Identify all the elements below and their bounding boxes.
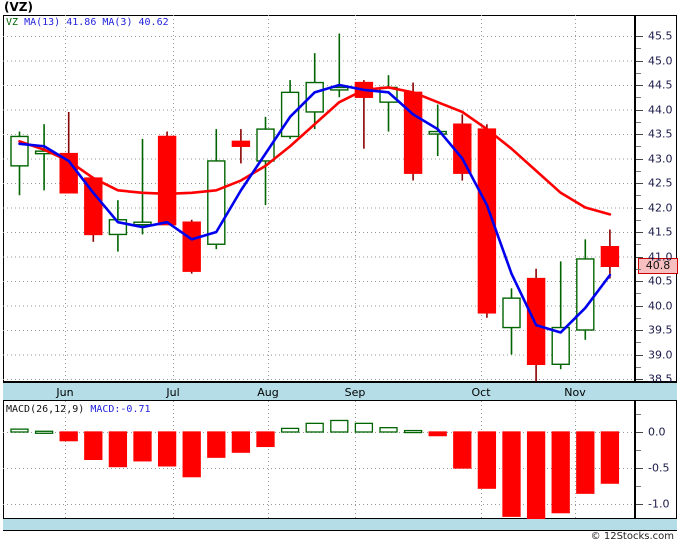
y-axis-label: 44.5: [648, 78, 673, 92]
y-axis-minor-tick: [636, 195, 641, 197]
y-axis-minor-tick: [636, 72, 641, 74]
y-axis-tick: [636, 232, 643, 233]
month-label: Sep: [344, 386, 366, 399]
y-axis-minor-tick: [636, 293, 641, 295]
macd-y-axis: 0.0 -0.5 -1.0: [634, 401, 677, 519]
macd-histogram-svg: [3, 401, 634, 519]
y-axis-label: 42.5: [648, 176, 673, 190]
y-axis-label: 39.5: [648, 323, 673, 337]
y-axis-minor-tick: [636, 244, 641, 246]
legend-symbol: VZ: [6, 17, 19, 28]
y-axis-label: 45.0: [648, 54, 673, 67]
macd-axis-label: 0.0: [648, 425, 666, 439]
month-label: Oct: [471, 386, 491, 399]
macd-axis-label: -1.0: [648, 497, 670, 511]
price-legend: VZ MA(13) 41.86 MA(3) 40.62: [6, 17, 169, 28]
y-axis-tick: [636, 305, 643, 307]
y-axis-tick: [636, 330, 643, 331]
legend-ma13-value: 41.86: [66, 17, 97, 28]
y-axis-label: 40.0: [648, 299, 673, 312]
month-label: Nov: [564, 386, 586, 399]
y-axis-label: 41.0: [648, 250, 673, 263]
current-price-marker: 40.8: [638, 258, 678, 275]
y-axis-minor-tick: [636, 317, 641, 319]
macd-axis-minor-tick: [636, 414, 641, 415]
y-axis-label: 44.0: [648, 103, 673, 116]
macd-axis-tick: [636, 468, 643, 469]
y-axis-minor-tick: [636, 97, 641, 99]
legend-ma13-label: MA(13): [24, 17, 61, 28]
y-axis-tick: [636, 109, 643, 111]
y-axis-tick: [636, 207, 643, 209]
legend-ma3-label: MA(3): [102, 17, 133, 28]
macd-axis-tick: [636, 432, 643, 433]
y-axis-minor-tick: [636, 170, 641, 172]
macd-legend: MACD(26,12,9) MACD:-0.71: [6, 404, 151, 415]
price-candlestick-svg: [3, 15, 634, 382]
y-axis-label: 43.0: [648, 152, 673, 165]
macd-axis-minor-tick: [636, 486, 641, 487]
macd-axis-tick: [636, 504, 643, 505]
y-axis-label: 41.5: [648, 225, 673, 239]
y-axis-tick: [636, 158, 643, 160]
y-axis-minor-tick: [636, 121, 641, 123]
y-axis-tick: [636, 60, 643, 62]
macd-axis-label: -0.5: [648, 461, 670, 475]
month-label: Aug: [257, 386, 279, 399]
y-axis-tick: [636, 354, 643, 356]
price-y-axis: 40.8 45.5 45.0 44.5 44.0 43.5 43.0 42.5 42.0 41.…: [634, 15, 678, 386]
y-axis-minor-tick: [636, 219, 641, 221]
legend-ma3-value: 40.62: [138, 17, 169, 28]
y-axis-minor-tick: [636, 48, 641, 50]
y-axis-tick: [636, 379, 643, 380]
macd-axis-minor-tick: [636, 450, 641, 451]
y-axis-label: 42.0: [648, 201, 673, 214]
y-axis-minor-tick: [636, 268, 641, 270]
page-title: (VZ): [4, 0, 33, 14]
price-plot-area: [3, 15, 634, 382]
y-axis-tick: [636, 256, 643, 258]
y-axis-tick: [636, 183, 643, 184]
y-axis-label: 40.5: [648, 274, 673, 288]
copyright-credit: © 12Stocks.com: [590, 531, 674, 542]
y-axis-label: 43.5: [648, 127, 673, 141]
y-axis-minor-tick: [636, 366, 641, 368]
month-axis-band: Jun Jul Aug Sep Oct Nov: [3, 382, 677, 401]
y-axis-tick: [636, 281, 643, 282]
macd-legend-label: MACD(26,12,9): [6, 404, 85, 415]
macd-plot-area: [3, 401, 634, 519]
y-axis-label: 45.5: [648, 29, 673, 43]
y-axis-tick: [636, 134, 643, 135]
y-axis-minor-tick: [636, 146, 641, 148]
macd-legend-value: MACD:-0.71: [90, 404, 151, 415]
y-axis-minor-tick: [636, 342, 641, 344]
y-axis-tick: [636, 85, 643, 86]
bottom-band: [3, 519, 677, 531]
y-axis-tick: [636, 36, 643, 37]
month-label: Jun: [56, 386, 74, 399]
month-label: Jul: [166, 386, 180, 399]
y-axis-label: 39.0: [648, 348, 673, 361]
